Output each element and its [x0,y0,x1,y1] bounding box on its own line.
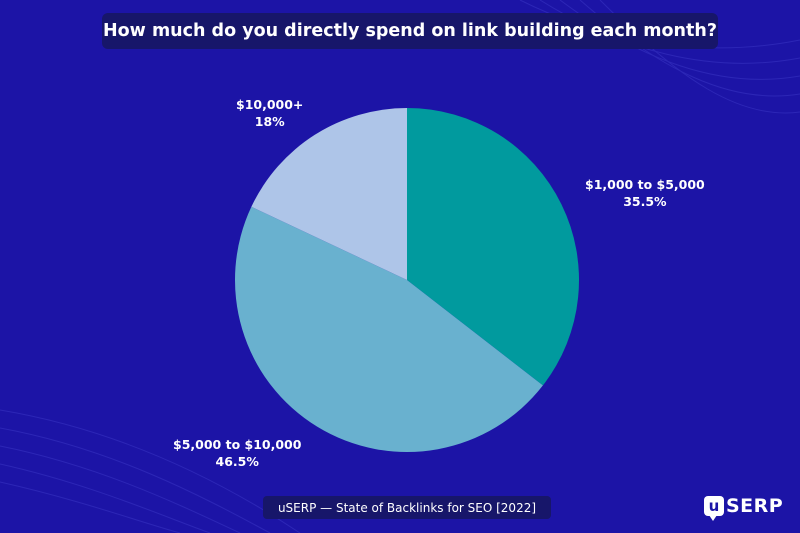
chart-title-box: How much do you directly spend on link b… [102,13,718,49]
pie-slice-5-000-to-10-000 [235,206,543,453]
logo-mark-letter: u [708,496,720,515]
pie-slices [235,108,580,453]
slice-category-label: $10,000+ [236,97,304,112]
pie-slice-10-000 [251,108,407,280]
source-caption-box: uSERP — State of Backlinks for SEO [2022… [263,496,551,519]
slice-category-label: $1,000 to $5,000 [585,177,705,192]
slice-label-10000-plus: $10,000+ 18% [236,96,303,130]
slice-category-label: $5,000 to $10,000 [173,437,302,452]
slice-percent-label: 46.5% [215,454,259,469]
slice-percent-label: 18% [254,114,285,129]
source-caption: uSERP — State of Backlinks for SEO [2022… [277,500,537,515]
slice-label-5000-to-10000: $5,000 to $10,000 46.5% [173,436,301,470]
slice-percent-label: 35.5% [623,194,667,209]
logo-text: SERP [726,495,784,517]
slice-label-1000-to-5000: $1,000 to $5,000 35.5% [585,176,705,210]
logo-mark-icon: u [704,496,724,521]
chart-title: How much do you directly spend on link b… [103,21,717,41]
pie-slice-1-000-to-5-000 [407,108,580,386]
userp-logo: u SERP [704,492,784,521]
